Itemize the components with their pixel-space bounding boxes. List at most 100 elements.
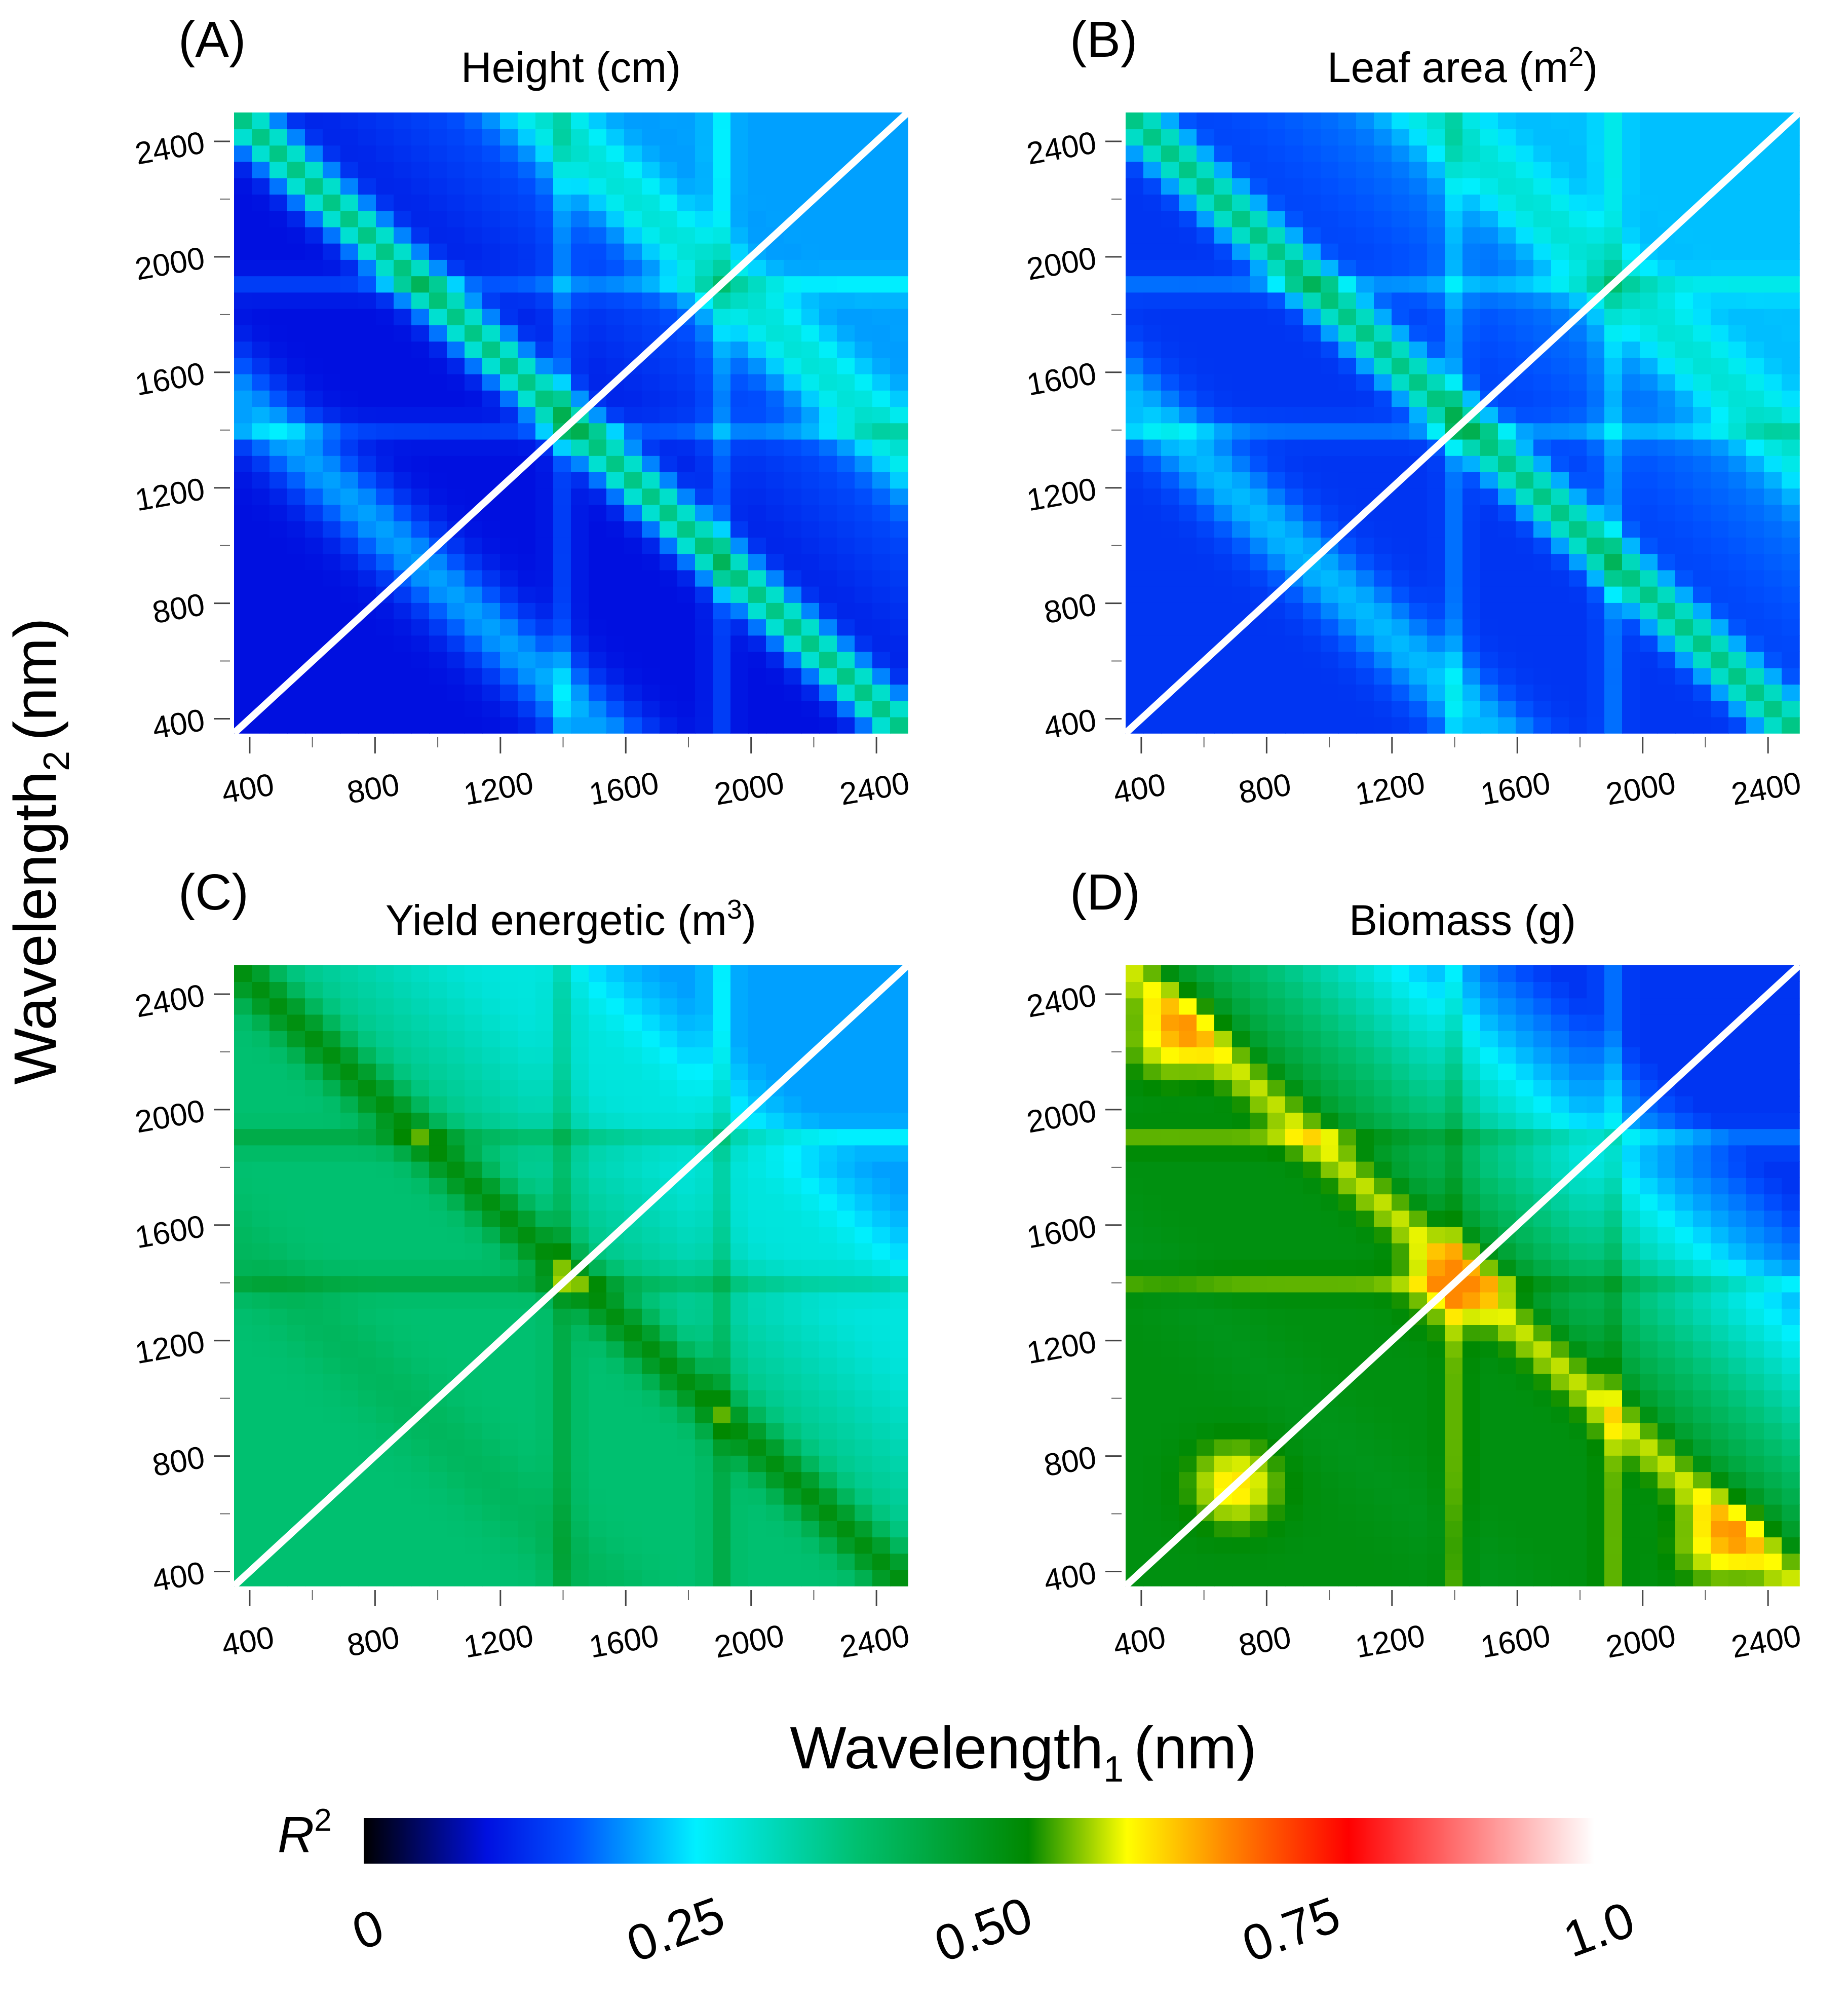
heatmap-cell — [1338, 145, 1357, 162]
heatmap-cell — [1782, 292, 1800, 309]
heatmap-cell — [376, 161, 394, 178]
heatmap-cell — [1214, 1095, 1233, 1113]
heatmap-cell — [606, 1439, 625, 1456]
heatmap-cell — [748, 455, 766, 473]
heatmap-cell — [429, 194, 447, 211]
heatmap-cell — [1746, 586, 1764, 603]
heatmap-cell — [1321, 226, 1339, 244]
heatmap-cell — [1338, 1259, 1357, 1276]
heatmap-cell — [1374, 308, 1392, 325]
heatmap-cell — [429, 635, 447, 652]
heatmap-cell — [748, 1210, 766, 1227]
heatmap-cell — [1232, 1439, 1250, 1456]
heatmap-cell — [1746, 504, 1764, 521]
heatmap-cell — [270, 1030, 288, 1047]
heatmap-cell — [1427, 619, 1445, 636]
heatmap-cell — [1746, 455, 1764, 473]
heatmap-cell — [801, 161, 820, 178]
heatmap-cell — [1427, 341, 1445, 358]
heatmap-cell — [1622, 602, 1640, 620]
heatmap-cell — [1285, 1194, 1303, 1211]
heatmap-cell — [837, 1063, 855, 1080]
heatmap-cell — [1285, 1226, 1303, 1243]
heatmap-cell — [1250, 1178, 1268, 1195]
heatmap-cell — [571, 1325, 589, 1342]
heatmap-cell — [1143, 635, 1162, 652]
heatmap-cell — [1728, 112, 1747, 130]
heatmap-cell — [270, 651, 288, 668]
heatmap-cell — [358, 1488, 376, 1505]
heatmap-cell — [748, 668, 766, 685]
heatmap-cell — [1356, 520, 1374, 538]
heatmap-cell — [1658, 308, 1676, 325]
heatmap-cell — [1321, 145, 1339, 162]
heatmap-cell — [1126, 1095, 1144, 1113]
heatmap-cell — [1445, 700, 1463, 717]
heatmap-cell — [376, 1128, 394, 1146]
heatmap-cell — [855, 1341, 873, 1358]
heatmap-cell — [1711, 325, 1729, 342]
heatmap-cell — [1498, 210, 1516, 228]
heatmap-cell — [1126, 1030, 1144, 1047]
heatmap-cell — [447, 1243, 465, 1260]
heatmap-cell — [766, 325, 784, 342]
heatmap-cell — [855, 177, 873, 195]
heatmap-cell — [1338, 472, 1357, 489]
heatmap-cell — [571, 1357, 589, 1374]
heatmap-cell — [1693, 455, 1711, 473]
heatmap-cell — [1746, 325, 1764, 342]
heatmap-cell — [1516, 586, 1534, 603]
heatmap-cell — [376, 1488, 394, 1505]
heatmap-cell — [766, 439, 784, 456]
heatmap-cell — [429, 1537, 447, 1554]
heatmap-cell — [1250, 668, 1268, 685]
heatmap-cell — [1711, 341, 1729, 358]
heatmap-cell — [730, 602, 749, 620]
heatmap-cell — [500, 1390, 518, 1407]
heatmap-cell — [1746, 161, 1764, 178]
heatmap-cell — [571, 635, 589, 652]
heatmap-cell — [482, 129, 500, 146]
heatmap-cell — [890, 1569, 908, 1586]
heatmap-cell — [624, 1308, 642, 1326]
heatmap-cell — [535, 1504, 554, 1521]
heatmap-cell — [1321, 1112, 1339, 1129]
heatmap-cell — [606, 668, 625, 685]
heatmap-cell — [1480, 635, 1498, 652]
heatmap-cell — [1622, 570, 1640, 587]
heatmap-cell — [287, 373, 305, 391]
heatmap-cell — [766, 1325, 784, 1342]
heatmap-cell — [606, 406, 625, 424]
heatmap-cell — [447, 210, 465, 228]
heatmap-cell — [234, 488, 252, 505]
heatmap-cell — [234, 1128, 252, 1146]
heatmap-cell — [358, 1112, 376, 1129]
heatmap-cell — [429, 406, 447, 424]
heatmap-cell — [447, 243, 465, 260]
heatmap-cell — [1711, 455, 1729, 473]
heatmap-cell — [376, 1259, 394, 1276]
heatmap-cell — [589, 1341, 607, 1358]
heatmap-cell — [1356, 1504, 1374, 1521]
heatmap-cell — [837, 1325, 855, 1342]
heatmap-cell — [730, 1504, 749, 1521]
heatmap-cell — [1179, 1373, 1197, 1390]
heatmap-cell — [287, 455, 305, 473]
heatmap-cell — [1728, 619, 1747, 636]
heatmap-cell — [429, 668, 447, 685]
heatmap-cell — [606, 537, 625, 554]
heatmap-cell — [1392, 504, 1410, 521]
heatmap-cell — [571, 373, 589, 391]
heatmap-cell — [1728, 406, 1747, 424]
heatmap-cell — [1303, 390, 1321, 407]
heatmap-cell — [730, 998, 749, 1015]
heatmap-cell — [890, 668, 908, 685]
heatmap-cell — [1267, 439, 1286, 456]
heatmap-cell — [1516, 390, 1534, 407]
heatmap-cell — [837, 1537, 855, 1554]
heatmap-cell — [1658, 472, 1676, 489]
heatmap-cell — [837, 1553, 855, 1570]
heatmap-cell — [518, 325, 536, 342]
heatmap-cell — [1675, 161, 1693, 178]
heatmap-cell — [855, 488, 873, 505]
